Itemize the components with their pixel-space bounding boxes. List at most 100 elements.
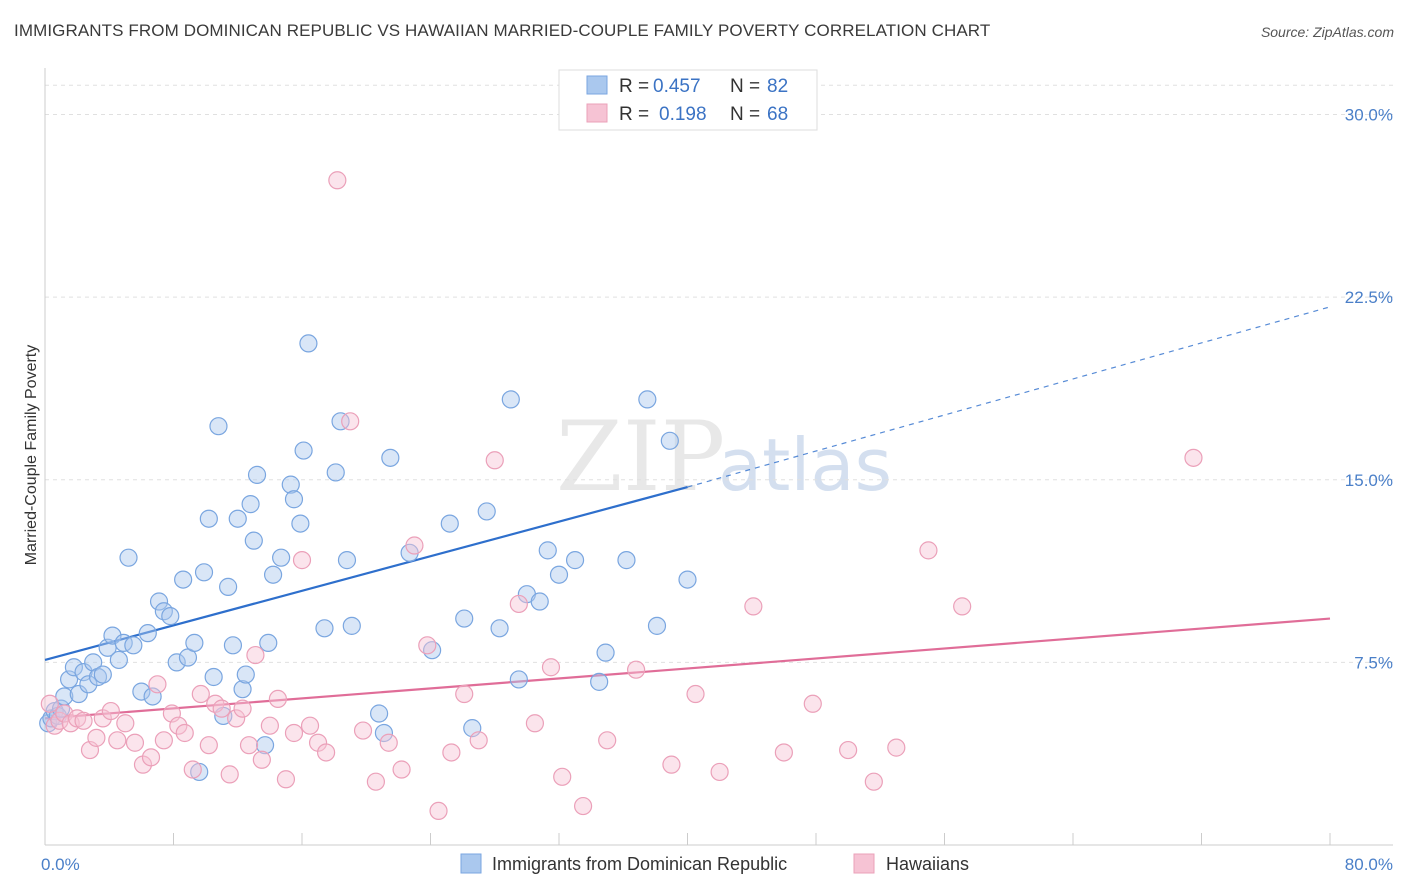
hawaiian-point [341,412,360,431]
dominican-point [223,636,243,655]
dominican-point [549,565,569,584]
dominican-point [263,565,283,584]
hawaiian-point [919,541,938,560]
dominican-point [490,619,509,638]
x-tick-label: 80.0% [1345,855,1393,874]
dominican-point [259,633,278,653]
legend-swatch-hawaiian [586,103,608,123]
legend-n-label-2: N = [730,104,760,125]
dominican-point [315,619,334,638]
dominican-point [64,658,84,677]
hawaiian-point [74,711,93,730]
dominican-point [455,609,474,628]
hawaiian-point [509,594,528,614]
dominican-point [247,465,267,484]
dominican-point [337,551,357,570]
dominican-point [342,616,361,635]
hawaiian-point [191,684,210,704]
legend: R = 0.457 N = 82 R = 0.198 N = 68 [558,69,818,131]
dominican-point [272,548,291,567]
hawaiian-point [300,716,320,735]
chart-title: IMMIGRANTS FROM DOMINICAN REPUBLIC VS HA… [14,21,991,40]
hawaiian-point [175,723,194,743]
dominican-point [374,723,394,743]
hawaiian-point [710,762,729,782]
dominican-point [103,626,122,645]
y-tick-label: 30.0% [1345,106,1393,125]
hawaiian-point [392,760,411,779]
dominican-point [79,675,98,694]
dominican-point [590,672,609,691]
legend-n-value-2: 68 [767,104,788,125]
hawaiian-point [525,714,545,733]
legend-r-value-1: 0.457 [653,76,701,97]
hawaiian-point [239,736,259,755]
hawaiian-point [252,750,271,769]
hawaiian-point [87,728,106,747]
dominican-point [596,643,615,662]
bottom-legend: Immigrants from Dominican Republic Hawai… [460,853,969,874]
hawaiian-point [284,723,304,743]
legend-r-label-2: R = [619,104,649,125]
x-tick-label: 0.0% [41,855,80,874]
y-tick-label: 7.5% [1354,653,1393,672]
dominican-point [370,704,389,723]
dominican-point [381,448,400,467]
hawaiian-point [101,701,120,721]
hawaiian-point [573,796,593,816]
dominican-point [194,563,214,582]
hawaiian-point [292,551,312,570]
dominican-point [124,636,143,655]
hawaiian-point [169,716,188,735]
dominican-point [199,509,218,528]
dominican-point [174,570,193,589]
dominican-point [678,570,697,589]
hawaiian-point [40,694,59,713]
dominican-point [477,502,496,521]
dominican-point [69,684,88,704]
hawaiian-point [141,748,161,767]
dominican-point [294,441,313,460]
hawaiian-point [485,451,504,470]
hawaiian-point [108,731,127,750]
hawaiian-point [212,699,231,718]
legend-n-label-1: N = [730,76,760,97]
dominican-point [228,509,247,528]
hawaiian-point [1184,448,1203,467]
legend-swatch-dominican [586,75,608,95]
hawaiian-point [379,733,398,752]
hawaiian-point [626,660,646,679]
hawaiian-point [469,731,488,750]
hawaiian-point [887,738,906,757]
dominican-point [565,551,585,570]
dominican-point [109,650,128,670]
dominican-point [244,531,263,550]
dominican-point [638,390,657,409]
hawaiian-point [803,694,822,713]
legend-n-value-1: 82 [767,76,788,97]
watermark-zip: ZIP [556,401,725,513]
dominican-point [161,607,180,626]
gridlines [45,84,1393,663]
hawaiian-point [148,675,167,694]
hawaiian-point [116,714,135,733]
hawaiian-point [541,658,561,677]
y-tick-label: 15.0% [1345,471,1393,490]
hawaiian-point [276,770,296,789]
y-tick-label: 22.5% [1345,288,1393,307]
dominican-point [326,463,345,482]
hawaiian-point [154,731,173,750]
dominican-point [209,417,228,436]
hawaiian-point [268,689,288,709]
hawaiian-point [953,597,972,616]
hawaiian-point [316,743,336,762]
legend-r-value-2: 0.198 [659,104,707,125]
dominican-point [149,592,169,611]
dominican-point [241,495,260,514]
trend-lines [44,306,1331,720]
dominican-point [132,682,151,701]
dominican-point [233,680,252,699]
hawaiian-point [744,597,763,616]
dominican-point [509,670,528,689]
